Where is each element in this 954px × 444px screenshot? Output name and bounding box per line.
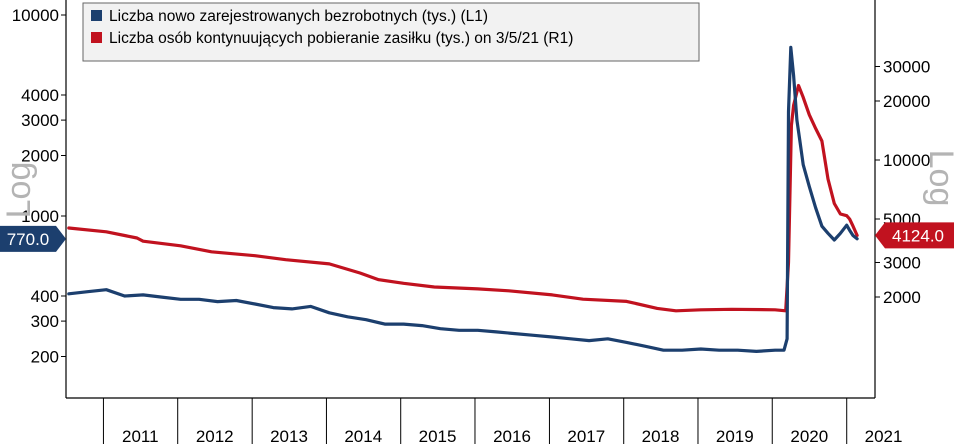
x-tick-label: 2020	[790, 427, 828, 444]
x-tick-label: 2021	[865, 427, 903, 444]
value-tag-left-label: 770.0	[7, 230, 50, 249]
y-right-tick-label: 30000	[883, 57, 930, 76]
legend: Liczba nowo zarejestrowanych bezrobotnyc…	[82, 2, 700, 62]
y-left-tick-label: 4000	[21, 86, 59, 105]
y-right-tick-label: 3000	[883, 253, 921, 272]
y-right-axis-label: Log	[922, 150, 954, 207]
x-tick-label: 2012	[196, 427, 234, 444]
series-line-continuing-claims	[67, 83, 859, 313]
series-line-new-unemployed	[67, 45, 859, 353]
x-tick-label: 2015	[419, 427, 457, 444]
x-tick-label: 2013	[270, 427, 308, 444]
x-tick-label: 2016	[493, 427, 531, 444]
value-tag-left	[0, 225, 66, 252]
value-tag-right-label: 4124.0	[892, 226, 944, 245]
y-left-tick-label: 3000	[21, 111, 59, 130]
y-left-tick-label: 200	[31, 347, 59, 366]
y-right-tick-label: 10000	[883, 151, 930, 170]
x-tick-label: 2014	[344, 427, 382, 444]
legend-swatch	[91, 32, 102, 43]
value-tag-right	[875, 222, 954, 249]
x-tick-label: 2011	[122, 427, 159, 444]
y-left-tick-label: 1000	[21, 207, 59, 226]
y-right-tick-label: 2000	[883, 288, 921, 307]
series-layer	[67, 45, 859, 353]
y-left-tick-label: 10000	[12, 6, 59, 25]
legend-label: Liczba nowo zarejestrowanych bezrobotnyc…	[109, 8, 488, 25]
annotation-layer: 770.0 4124.0	[0, 222, 954, 252]
y-left-tick-label: 2000	[21, 146, 59, 165]
legend-box	[82, 2, 700, 62]
y-left-axis-label: Log	[0, 162, 38, 219]
y-right-tick-label: 20000	[883, 92, 930, 111]
x-tick-label: 2018	[642, 427, 680, 444]
y-left-tick-label: 400	[31, 287, 59, 306]
legend-swatch	[91, 10, 102, 21]
legend-label: Liczba osób kontynuujących pobieranie za…	[109, 30, 573, 47]
x-tick-label: 2019	[716, 427, 754, 444]
x-tick-label: 2017	[567, 427, 605, 444]
y-left-tick-label: 300	[31, 312, 59, 331]
